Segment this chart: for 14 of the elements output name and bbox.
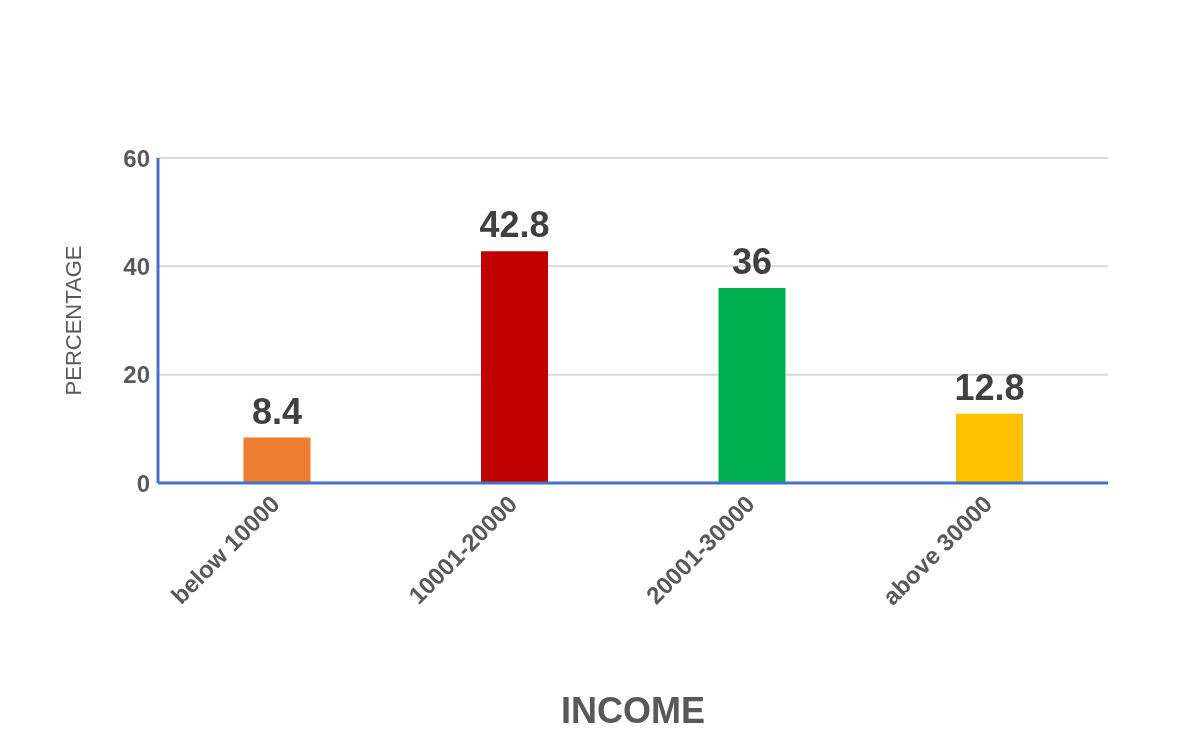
y-axis-title: PERCENTAGE [60,245,86,396]
bar [956,413,1023,483]
bar [718,288,786,483]
data-label: 42.8 [479,204,550,246]
x-axis-title: INCOME [561,690,705,731]
y-tick-label: 40 [123,252,150,280]
y-tick-label: 0 [136,469,150,497]
bar [481,251,548,483]
data-label: 8.4 [251,390,303,432]
y-tick-label: 60 [123,144,150,172]
data-label: 12.8 [954,366,1025,408]
y-tick-label: 20 [123,361,150,389]
data-label: 36 [731,241,773,282]
bar [243,437,311,483]
